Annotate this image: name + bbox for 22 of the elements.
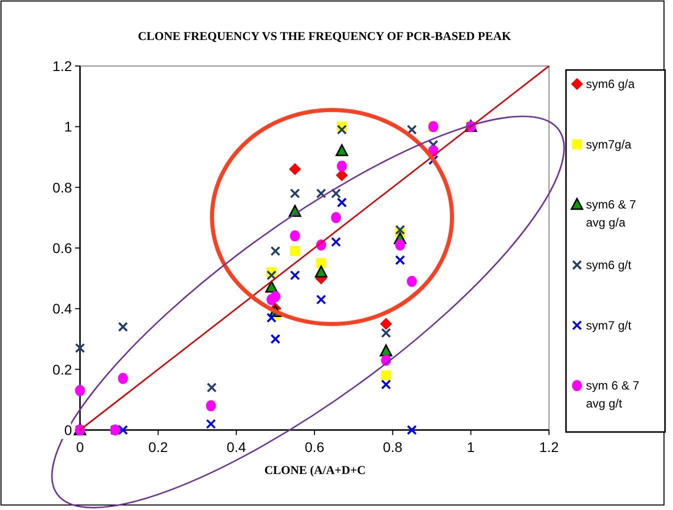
legend-label: sym6 g/t [586, 258, 632, 272]
x-tick-label: 1 [466, 439, 475, 455]
y-tick-label: 0.8 [52, 179, 72, 196]
x-tick-label: 0.8 [382, 439, 403, 455]
y-tick-label: 0.2 [52, 361, 72, 378]
chart-title: CLONE FREQUENCY VS THE FREQUENCY OF PCR-BASED PEAK [138, 29, 512, 43]
x-axis-title: CLONE (A/A+D+C [264, 463, 366, 477]
y-tick-label: 0 [64, 422, 72, 438]
legend-label: sym6 & 7 avg g/a [586, 198, 636, 230]
legend-label: sym7 g/t [586, 318, 632, 332]
legend-label: sym7g/a [586, 137, 632, 152]
x-tick-label: 0.2 [148, 439, 168, 455]
legend-label: sym6 g/a [586, 77, 636, 91]
y-tick-label: 1 [64, 118, 72, 135]
legend-label: sym 6 & 7 avg g/t [586, 378, 640, 411]
x-tick-label: 0 [76, 439, 84, 455]
y-tick-label: 0.4 [52, 300, 72, 317]
y-tick-label: 0.6 [52, 240, 72, 256]
x-tick-label: 0.6 [304, 439, 324, 455]
x-tick-label: 1.2 [539, 439, 559, 455]
x-tick-label: 0.4 [226, 439, 246, 455]
y-tick-label: 1.2 [52, 58, 72, 74]
